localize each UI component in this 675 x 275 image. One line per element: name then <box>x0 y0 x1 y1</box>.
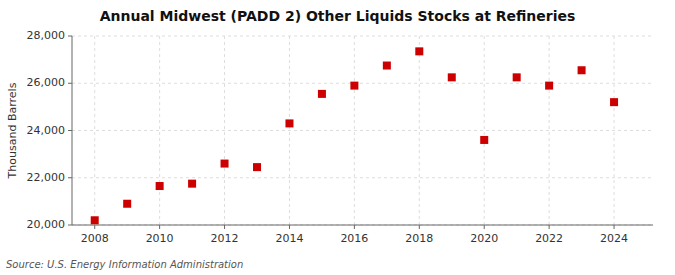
x-grid-line <box>354 36 355 225</box>
x-tick <box>94 225 95 229</box>
x-grid-line <box>614 36 615 225</box>
point <box>480 136 488 144</box>
y-tick-label: 26,000 <box>27 76 66 89</box>
point <box>188 180 196 188</box>
title: Annual Midwest (PADD 2) Other Liquids St… <box>100 8 576 24</box>
y-tick-label: 24,000 <box>27 124 66 137</box>
x-grid-line <box>484 36 485 225</box>
x-tick <box>354 225 355 229</box>
point <box>156 182 164 190</box>
x-tick <box>159 225 160 229</box>
point <box>253 163 261 171</box>
page: {"chart_data": {"type": "scatter", "titl… <box>0 0 675 275</box>
x-tick <box>224 225 225 229</box>
point <box>91 216 99 224</box>
grid <box>72 36 653 225</box>
x-tick-label: 2008 <box>81 232 109 245</box>
point <box>285 119 293 127</box>
x-tick-label: 2012 <box>211 232 239 245</box>
y-axis-line <box>72 36 73 225</box>
x-axis-line <box>72 225 653 226</box>
x-tick <box>289 225 290 229</box>
point <box>383 62 391 70</box>
x-grid-line <box>224 36 225 225</box>
axes: 20,000 22,000 24,000 26,000 28,000 2008 2010 20… <box>27 29 654 245</box>
y-tick-label: 22,000 <box>27 171 66 184</box>
x-tick-label: 2014 <box>275 232 303 245</box>
x-tick-label: 2018 <box>405 232 433 245</box>
point <box>415 47 423 55</box>
point <box>545 82 553 90</box>
y-grid-line <box>72 83 653 84</box>
x-grid-line <box>159 36 160 225</box>
point <box>123 200 131 208</box>
chart: 20,000 22,000 24,000 26,000 28,000 2008 2010 20… <box>0 0 675 275</box>
x-tick-label: 2020 <box>470 232 498 245</box>
y-grid-line <box>72 177 653 178</box>
x-tick <box>484 225 485 229</box>
x-tick-label: 2022 <box>535 232 563 245</box>
x-tick <box>614 225 615 229</box>
point <box>221 160 229 168</box>
y-axis-label: Thousand Barrels <box>6 82 19 179</box>
y-tick <box>68 36 72 37</box>
y-tick <box>68 177 72 178</box>
y-tick <box>68 83 72 84</box>
source-annotation: Source: U.S. Energy Information Administ… <box>6 259 243 270</box>
point <box>448 73 456 81</box>
y-tick-label: 28,000 <box>27 29 66 42</box>
y-tick <box>68 130 72 131</box>
y-grid-line <box>72 130 653 131</box>
y-tick-label: 20,000 <box>27 218 66 231</box>
x-grid-line <box>419 36 420 225</box>
y-grid-line <box>72 225 653 226</box>
x-grid-line <box>289 36 290 225</box>
point <box>513 73 521 81</box>
y-tick <box>68 225 72 226</box>
x-grid-line <box>94 36 95 225</box>
points <box>91 47 618 224</box>
point <box>610 98 618 106</box>
point <box>318 90 326 98</box>
x-tick-label: 2016 <box>340 232 368 245</box>
chart-container: 20,000 22,000 24,000 26,000 28,000 2008 2010 20… <box>0 0 675 275</box>
x-tick-label: 2010 <box>146 232 174 245</box>
x-tick <box>419 225 420 229</box>
x-tick-label: 2024 <box>600 232 628 245</box>
point <box>350 82 358 90</box>
x-grid-line <box>549 36 550 225</box>
point <box>578 66 586 74</box>
x-tick <box>549 225 550 229</box>
